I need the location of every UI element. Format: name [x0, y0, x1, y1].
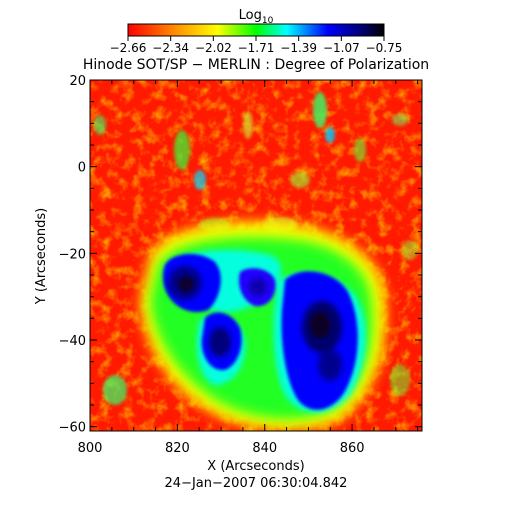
x-tick-label: 820	[165, 441, 190, 456]
colorbar-tick-label: −0.75	[366, 41, 403, 55]
upper-filaments	[94, 92, 418, 405]
y-tick-label: −20	[59, 247, 86, 262]
plot-frame	[89, 79, 423, 432]
y-tick-label: 0	[78, 161, 86, 176]
x-axis: 800 820 840 860	[78, 80, 419, 456]
colorbar-gradient	[127, 23, 385, 37]
y-tick-label: −40	[59, 334, 86, 349]
y-tick-label: 20	[69, 74, 86, 89]
region-core-dark	[178, 276, 330, 338]
colorbar-tick-label: −2.66	[110, 41, 147, 55]
colorbar-tick-label: −1.71	[238, 41, 275, 55]
x-tick-label: 860	[340, 441, 365, 456]
y-axis-label: Y (Arcseconds)	[34, 208, 49, 305]
colorbar-label: Log10	[239, 8, 274, 26]
colorbar-tick-label: −1.07	[323, 41, 360, 55]
x-tick-label: 800	[78, 441, 103, 456]
colorbar-tick-label: −1.39	[280, 41, 317, 55]
x-axis-label: X (Arcseconds)	[207, 459, 304, 474]
colorbar: Log10 −2.66 −2.34 −2.02 −1.71 −1.39 −1.07 −0.7…	[110, 8, 403, 55]
chart-title: Hinode SOT/SP − MERLIN : Degree of Polar…	[83, 57, 429, 73]
y-axis: 20 0 −20 −40 −60	[59, 74, 422, 436]
colorbar-tick-label: −2.02	[195, 41, 232, 55]
colorbar-ticks: −2.66 −2.34 −2.02 −1.71 −1.39 −1.07 −0.75	[110, 36, 403, 55]
y-tick-label: −60	[59, 421, 86, 436]
polarization-map	[90, 80, 422, 431]
timestamp: 24−Jan−2007 06:30:04.842	[165, 476, 348, 491]
colorbar-tick-label: −2.34	[152, 41, 189, 55]
x-tick-label: 840	[252, 441, 277, 456]
